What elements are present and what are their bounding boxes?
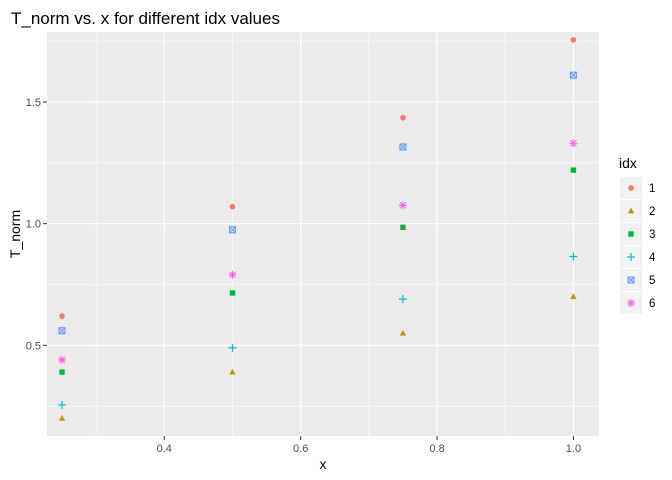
data-point-idx-4 <box>398 295 407 304</box>
legend-key-2 <box>627 207 635 214</box>
data-point-idx-4 <box>228 343 237 352</box>
x-tick-label: 0.8 <box>429 443 444 455</box>
x-tick-label: 0.4 <box>157 443 172 455</box>
data-point-idx-2 <box>58 414 66 421</box>
legend: idx 1 2 3 4 5 6 <box>619 155 659 314</box>
data-points <box>58 37 578 421</box>
data-point-idx-4 <box>58 400 67 409</box>
legend-key-3 <box>628 231 634 237</box>
legend-label-5: 5 <box>649 275 655 287</box>
x-tick-label: 1.0 <box>566 443 581 455</box>
grid <box>47 32 599 436</box>
legend-label-2: 2 <box>649 206 655 218</box>
y-tick-label: 1.0 <box>26 219 41 231</box>
chart-title: T_norm vs. x for different idx values <box>11 9 280 28</box>
data-point-idx-1 <box>59 313 65 319</box>
y-tick-label: 1.5 <box>26 97 41 109</box>
y-axis: 0.5 1.0 1.5 <box>26 97 47 352</box>
legend-key-6 <box>627 299 635 307</box>
plot-panel <box>47 32 599 436</box>
data-point-idx-6 <box>569 139 578 148</box>
data-point-idx-5 <box>58 327 66 335</box>
data-point-idx-3 <box>229 290 236 296</box>
data-point-idx-6 <box>58 355 67 364</box>
data-point-idx-3 <box>400 224 406 231</box>
x-axis: 0.4 0.6 0.8 1.0 <box>157 436 581 455</box>
legend-key-5 <box>627 276 635 284</box>
data-point-idx-2 <box>229 368 236 375</box>
legend-key-1 <box>628 185 634 191</box>
y-axis-title: T_norm <box>7 210 23 258</box>
data-point-idx-5 <box>569 71 577 79</box>
x-tick-label: 0.6 <box>293 443 308 455</box>
legend-label-6: 6 <box>649 298 655 310</box>
legend-label-4: 4 <box>649 252 656 264</box>
data-point-idx-6 <box>228 270 237 279</box>
x-axis-title: x <box>320 456 327 472</box>
data-point-idx-3 <box>570 167 577 173</box>
data-point-idx-2 <box>399 329 407 336</box>
data-point-idx-2 <box>570 293 577 300</box>
data-point-idx-5 <box>399 143 407 151</box>
data-point-idx-5 <box>228 226 237 234</box>
legend-title: idx <box>619 155 637 171</box>
y-tick-label: 0.5 <box>26 340 41 352</box>
data-point-idx-4 <box>569 252 578 261</box>
data-point-idx-3 <box>59 369 65 375</box>
legend-label-1: 1 <box>649 183 655 195</box>
legend-key-4 <box>627 253 635 261</box>
data-point-idx-1 <box>570 37 577 43</box>
data-point-idx-6 <box>398 201 407 210</box>
data-point-idx-1 <box>400 114 406 121</box>
legend-label-3: 3 <box>649 229 655 241</box>
data-point-idx-1 <box>229 203 236 210</box>
